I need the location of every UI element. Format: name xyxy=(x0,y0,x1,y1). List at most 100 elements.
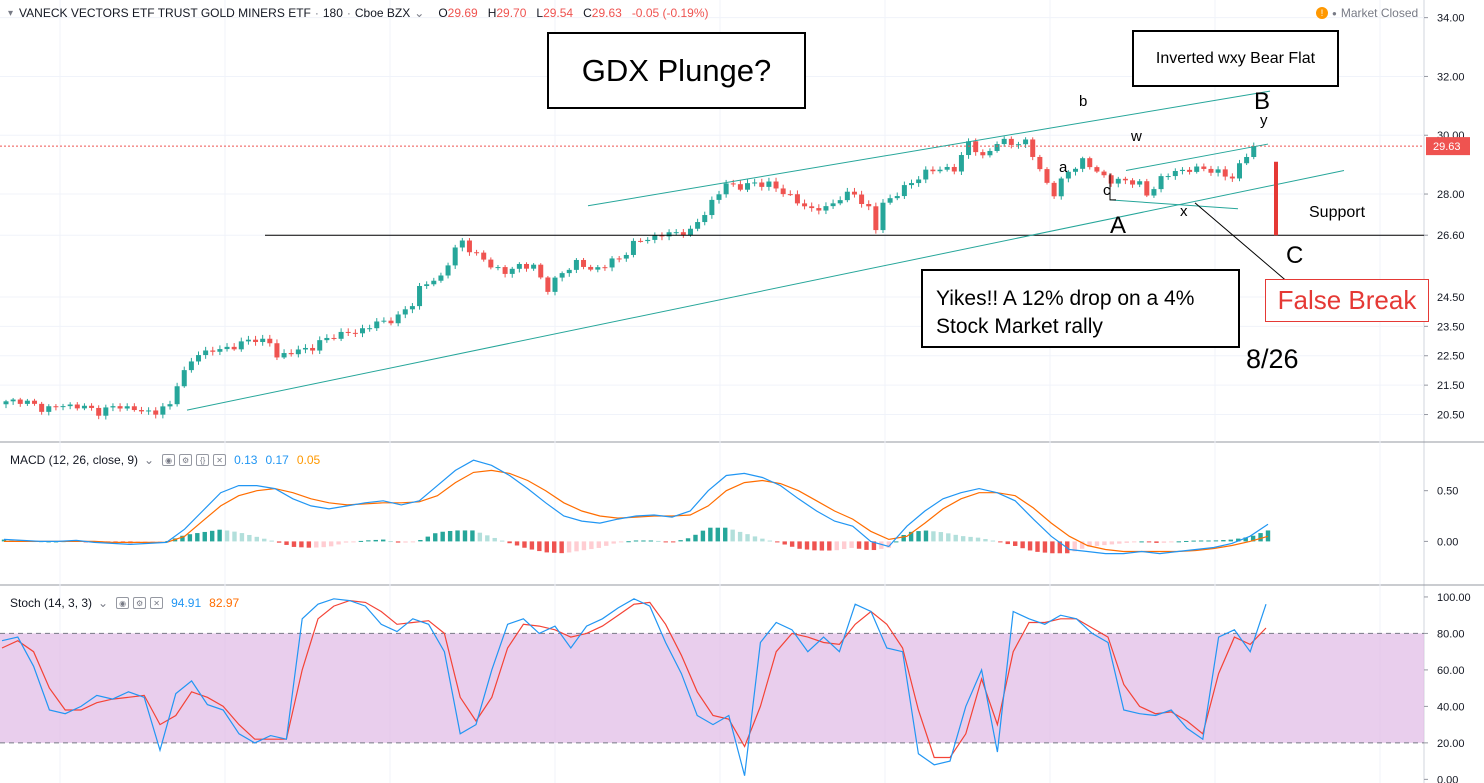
macd-histogram-bar xyxy=(708,527,713,542)
macd-histogram-bar xyxy=(462,530,468,542)
candle xyxy=(181,370,187,387)
candle xyxy=(1165,176,1171,178)
macd-histogram-bar xyxy=(239,533,245,542)
macd-histogram-bar xyxy=(864,541,869,550)
candle xyxy=(1251,145,1257,158)
candle xyxy=(794,194,800,204)
macd-histogram-bar xyxy=(871,541,877,551)
false-break-box[interactable]: False Break xyxy=(1265,279,1429,322)
chevron-down-icon[interactable]: ⌄ xyxy=(98,596,109,610)
candle xyxy=(923,169,929,180)
macd-histogram-bar xyxy=(879,541,884,549)
macd-histogram-bar xyxy=(789,541,795,547)
symbol-header[interactable]: ▾ VANECK VECTORS ETF TRUST GOLD MINERS E… xyxy=(8,6,709,20)
candle xyxy=(452,247,458,266)
candle xyxy=(844,191,850,201)
macd-histogram-bar xyxy=(730,529,735,542)
candle xyxy=(32,400,38,404)
wave-label-b-small: b xyxy=(1079,93,1088,110)
candle xyxy=(459,240,465,248)
chevron-down-icon[interactable]: ⌄ xyxy=(144,453,155,467)
yikes-annotation-box[interactable]: Yikes!! A 12% drop on a 4% Stock Market … xyxy=(921,269,1240,348)
eye-icon[interactable]: ◉ xyxy=(116,597,130,609)
candle xyxy=(374,321,380,329)
macd-histogram-bar xyxy=(470,530,475,542)
macd-histogram-bar xyxy=(1213,540,1219,542)
candle xyxy=(53,406,59,408)
candle xyxy=(859,194,865,205)
close-icon[interactable]: ✕ xyxy=(213,454,227,466)
macd-legend[interactable]: MACD (12, 26, close, 9) ⌄ ◉ ⚙{} ✕ 0.13 0.1… xyxy=(10,453,321,467)
candle xyxy=(538,264,544,278)
macd-histogram-bar xyxy=(670,541,676,543)
macd-histogram-bar xyxy=(975,537,981,542)
wave-label-B: B xyxy=(1254,88,1271,115)
close-icon[interactable]: ✕ xyxy=(150,597,164,609)
macd-histogram-bar xyxy=(1027,541,1033,551)
gear-icon[interactable]: ⚙ xyxy=(133,597,147,609)
macd-histogram-bar xyxy=(894,541,899,543)
candle xyxy=(260,338,266,342)
macd-histogram-bar xyxy=(1228,539,1234,542)
macd-histogram-bar xyxy=(284,541,289,545)
candle xyxy=(866,204,872,207)
candle xyxy=(887,198,893,203)
candle xyxy=(1151,189,1157,196)
open-value: 29.69 xyxy=(447,6,478,20)
candle xyxy=(1179,169,1185,171)
macd-histogram-bar xyxy=(663,541,668,543)
candle xyxy=(1087,158,1093,168)
stoch-legend[interactable]: Stoch (14, 3, 3) ⌄ ◉ ⚙ ✕ 94.91 82.97 xyxy=(10,596,240,610)
candle xyxy=(67,404,73,407)
macd-histogram-bar xyxy=(1087,541,1092,547)
stoch-d-line xyxy=(1,599,1267,759)
pattern-annotation-box[interactable]: Inverted wxy Bear Flat xyxy=(1132,30,1339,87)
candle xyxy=(916,179,922,184)
candle xyxy=(388,320,394,324)
title-annotation-box[interactable]: GDX Plunge? xyxy=(547,32,806,109)
candle xyxy=(1001,138,1007,145)
candle xyxy=(360,328,365,334)
macd-histogram-bar xyxy=(834,541,839,551)
macd-histogram-bar xyxy=(1057,541,1063,554)
macd-histogram-bar xyxy=(269,540,274,542)
candle xyxy=(816,208,822,211)
macd-histogram-bar xyxy=(752,536,758,542)
chevron-down-icon[interactable]: ⌄ xyxy=(414,6,425,20)
candle xyxy=(766,181,772,187)
macd-histogram-bar xyxy=(455,530,460,542)
interval-label[interactable]: 180 xyxy=(322,6,343,20)
projection-line xyxy=(1194,202,1289,283)
stoch-tick-label: 0.00 xyxy=(1437,774,1458,783)
candle xyxy=(238,341,244,350)
macd-histogram-bar xyxy=(209,530,215,542)
gear-icon[interactable]: ⚙ xyxy=(179,454,193,466)
eye-icon[interactable]: ◉ xyxy=(162,454,176,466)
braces-icon[interactable]: {} xyxy=(196,454,210,466)
candle xyxy=(823,206,829,211)
candle xyxy=(730,183,736,185)
macd-tick-label: 0.00 xyxy=(1437,536,1458,548)
macd-histogram-bar xyxy=(247,534,252,542)
macd-histogram-bar xyxy=(552,541,557,553)
macd-histogram-bar xyxy=(1169,541,1174,543)
macd-histogram-bar xyxy=(262,538,267,542)
candle xyxy=(253,339,259,342)
candle xyxy=(951,166,957,172)
macd-histogram-bar xyxy=(856,541,862,549)
candle xyxy=(531,264,537,269)
candle xyxy=(616,258,622,260)
macd-histogram-bar xyxy=(1079,541,1085,549)
macd-histogram-bar xyxy=(522,541,527,548)
macd-histogram-bar xyxy=(1258,533,1263,542)
candle xyxy=(274,343,280,358)
macd-histogram-bar xyxy=(1184,540,1189,542)
candle xyxy=(787,194,793,196)
macd-histogram-bar xyxy=(1161,541,1167,543)
macd-histogram-bar xyxy=(767,540,773,542)
macd-histogram-bar xyxy=(187,534,193,542)
candle xyxy=(1122,178,1128,181)
candle xyxy=(217,349,223,352)
dot-icon: ● xyxy=(1332,8,1337,18)
market-status[interactable]: ! ● Market Closed xyxy=(1316,6,1422,20)
